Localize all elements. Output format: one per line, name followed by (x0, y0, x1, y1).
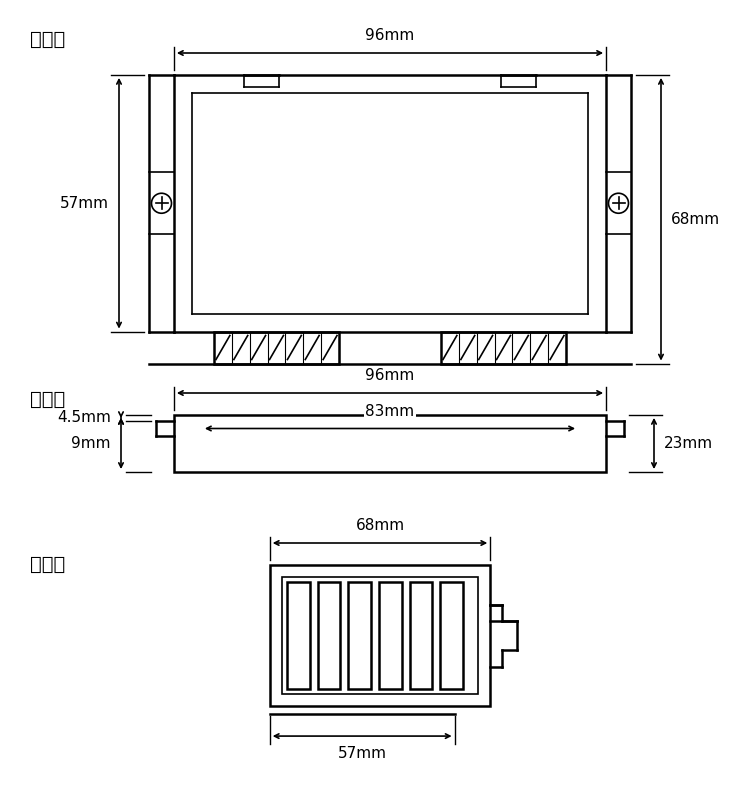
Text: 83mm: 83mm (365, 404, 415, 419)
Text: 侧视图: 侧视图 (30, 555, 65, 574)
Text: 4.5mm: 4.5mm (57, 411, 111, 426)
Text: 23mm: 23mm (664, 436, 713, 451)
Text: 96mm: 96mm (365, 368, 415, 383)
Text: 背视图: 背视图 (30, 390, 65, 409)
Bar (244, 76, 279, 87)
Bar (440, 582, 464, 689)
Bar (317, 582, 340, 689)
Bar (379, 582, 402, 689)
Text: 96mm: 96mm (365, 28, 415, 43)
Text: 9mm: 9mm (71, 436, 111, 451)
Bar (282, 577, 478, 694)
Bar (286, 582, 310, 689)
Bar (270, 565, 490, 706)
Bar (441, 331, 566, 363)
Bar (348, 582, 371, 689)
Text: 57mm: 57mm (338, 746, 387, 761)
Bar (214, 331, 339, 363)
Bar (174, 415, 606, 472)
Text: 俦视图: 俦视图 (30, 30, 65, 49)
Text: 68mm: 68mm (671, 212, 720, 227)
Bar (410, 582, 433, 689)
Text: 57mm: 57mm (60, 196, 109, 211)
Text: 68mm: 68mm (356, 518, 404, 533)
Bar (501, 76, 536, 87)
